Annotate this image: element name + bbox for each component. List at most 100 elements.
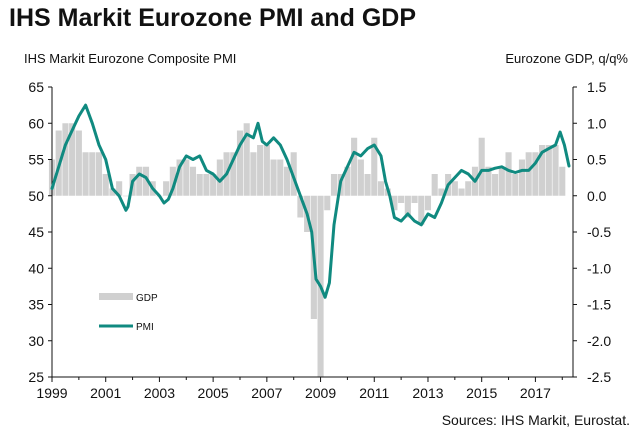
gdp-bar [257,145,264,196]
x-tick-label: 2003 [144,385,175,401]
left-tick-label: 60 [28,115,44,131]
gdp-bar [498,166,505,196]
left-tick-label: 65 [28,79,44,95]
gdp-bar [377,181,385,196]
legend-pmi-label: PMI [136,322,154,333]
left-tick-label: 45 [28,224,44,240]
gdp-bar [136,166,143,196]
x-tick-label: 2007 [251,385,282,401]
gdp-bar [330,174,338,196]
gdp-bar [404,195,411,218]
x-tick-label: 1999 [36,385,67,401]
gdp-bar [357,159,364,196]
legend: GDP PMI [99,293,158,333]
gdp-bar [95,152,103,196]
pmi-line [50,103,571,299]
gdp-bar [142,166,150,196]
gdp-bar [505,152,512,196]
gdp-bar [277,159,284,196]
gdp-bar [116,181,123,196]
left-tick-label: 35 [28,297,44,313]
right-tick-label: -2.5 [587,369,611,385]
gdp-bar [451,181,458,196]
source-note: Sources: IHS Markit, Eurostat. [441,412,630,428]
chart-title: IHS Markit Eurozone PMI and GDP [9,4,416,32]
gdp-bar [270,159,277,196]
gdp-bar [518,159,526,196]
gdp-bar [344,166,351,196]
gdp-bar [263,145,270,196]
right-tick-label: -1.0 [587,260,611,276]
gdp-bar [169,166,176,196]
gdp-bar [210,174,217,196]
gdp-bar [122,195,129,197]
x-tick-label: 2009 [305,385,336,401]
gdp-bar [532,152,539,196]
gdp-bar [183,159,190,196]
gdp-bar [411,195,418,203]
gdp-bar [525,152,532,196]
gdp-bar [552,145,559,196]
gdp-bar [62,123,69,196]
right-axis-ticks: 1.5 1.0 0.5 0.0 -0.5 -1.0 -1.5 -2.0 -2.5 [573,79,611,385]
gdp-bar [176,159,183,196]
x-tick-label: 2015 [466,385,497,401]
left-tick-label: 30 [28,333,44,349]
gdp-bar [512,174,519,196]
x-tick-label: 2011 [359,385,389,401]
right-axis-title: Eurozone GDP, q/q% [505,51,628,66]
gdp-bar [250,152,257,196]
pmi-line-group [50,103,571,299]
x-tick-label: 2001 [90,385,121,401]
right-tick-label: -0.5 [587,224,611,240]
gdp-bar [75,130,82,196]
gdp-bar [545,145,552,196]
gdp-bar [424,195,432,211]
gdp-bar [371,137,378,196]
gdp-bar [485,166,492,196]
gdp-bar [216,159,223,196]
legend-gdp-swatch [99,293,133,300]
gdp-bar [398,195,405,203]
gdp-bar [69,123,76,196]
gdp-bar [539,145,546,196]
left-axis-ticks: 65 60 55 50 45 40 35 30 25 [28,79,52,385]
right-tick-label: 1.0 [587,115,607,131]
right-tick-label: -1.5 [587,297,611,313]
gdp-bar [236,130,244,196]
x-tick-label: 2017 [520,385,551,401]
gdp-bars [48,123,566,377]
gdp-bar [324,195,331,211]
gdp-bar [418,195,425,225]
gdp-bar [243,123,250,196]
x-axis-ticks: 1999 2001 2003 2005 2007 2009 2011 2013 2015 2017 [36,377,563,401]
right-tick-label: -2.0 [587,333,611,349]
left-tick-label: 50 [28,188,44,204]
gdp-bar [230,152,237,196]
gdp-bar [431,174,438,196]
x-tick-label: 2013 [412,385,443,401]
left-axis-title: IHS Markit Eurozone Composite PMI [24,51,237,66]
gdp-bar [102,174,109,196]
right-tick-label: 1.5 [587,79,607,95]
gdp-bar [465,181,472,196]
gdp-bar [458,188,465,196]
gdp-bar [478,137,485,196]
gdp-bar [559,166,566,196]
gdp-bar [189,166,197,196]
gdp-bar [438,188,445,196]
x-tick-label: 2005 [198,385,229,401]
gdp-bar [364,174,371,196]
left-tick-label: 40 [28,260,44,276]
gdp-bar [109,188,116,196]
gdp-bar [196,174,203,196]
legend-gdp-label: GDP [136,293,158,304]
left-tick-label: 55 [28,152,44,168]
gdp-bar [203,174,210,196]
right-tick-label: 0.5 [587,152,607,168]
gdp-bar [89,152,96,196]
gdp-bar [297,195,304,218]
gdp-bar [163,181,170,196]
gdp-bar [351,137,358,196]
